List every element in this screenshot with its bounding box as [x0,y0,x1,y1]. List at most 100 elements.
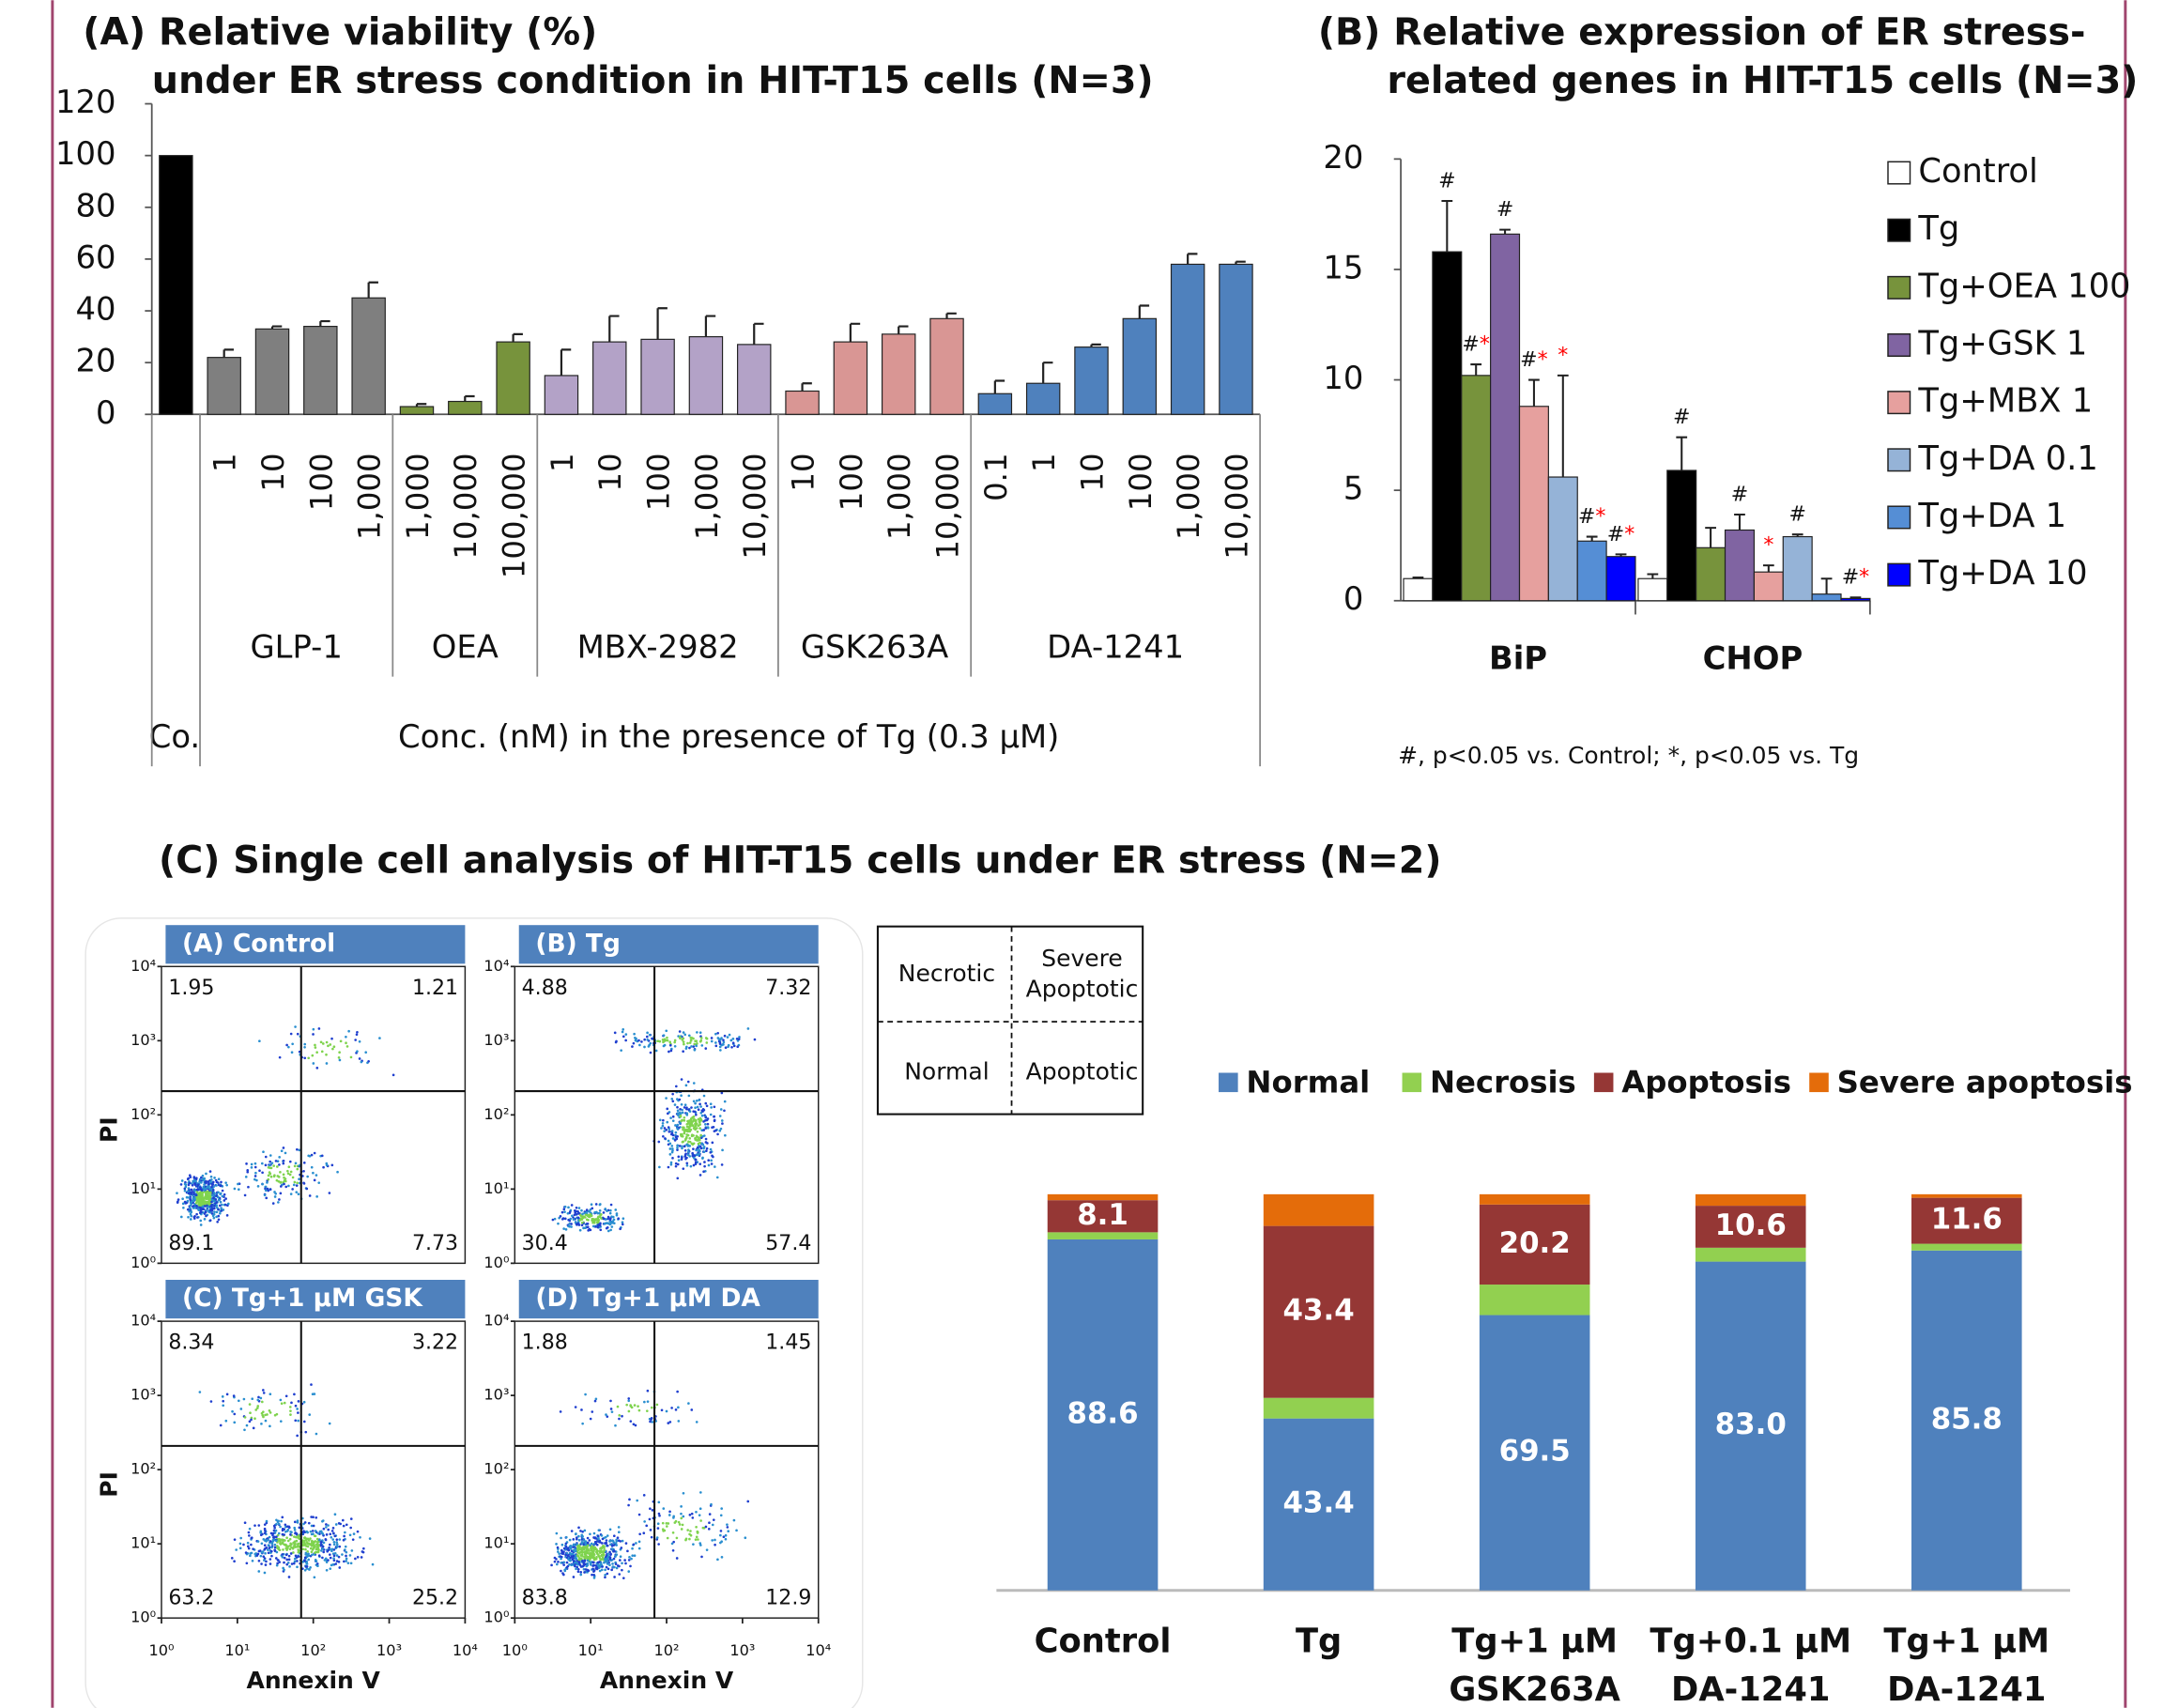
density-dot [683,1116,686,1119]
bar [1433,252,1462,601]
density-dot [685,1136,688,1139]
density-dot [627,1397,630,1400]
density-dot [721,1148,724,1151]
density-dot [664,1127,667,1130]
density-dot [661,1408,664,1411]
density-dot [326,1062,329,1065]
density-dot [345,1558,348,1561]
density-dot [275,1535,278,1538]
density-dot [629,1420,632,1423]
density-dot [616,1567,619,1570]
density-dot [615,1544,618,1546]
density-dot [597,1562,600,1564]
density-dot [569,1218,572,1221]
density-dot [688,1137,691,1140]
density-dot [304,1548,307,1551]
density-dot [618,1526,621,1529]
density-dot [274,1546,277,1549]
density-dot [677,1156,680,1159]
density-dot [276,1564,279,1567]
group-label: MBX-2982 [577,629,739,666]
density-dot [267,1190,269,1193]
plot-frame [161,966,465,1263]
density-dot [197,1208,200,1211]
density-dot [211,1199,214,1202]
density-dot [201,1189,204,1192]
density-dot [308,1568,311,1571]
density-dot [699,1031,702,1034]
density-dot [664,1137,667,1140]
density-dot [720,1108,723,1111]
error-bar [561,349,571,376]
density-dot [273,1536,276,1539]
density-dot [607,1230,610,1233]
density-dot [297,1536,299,1539]
density-dot [269,1425,271,1428]
legend-label: Tg [1917,209,1959,248]
density-dot [691,1513,694,1516]
density-dot [237,1183,239,1186]
density-dot [707,1123,710,1126]
significance-label: * [1558,344,1568,367]
density-dot [219,1212,222,1215]
density-dot [561,1211,564,1214]
density-dot [670,1145,673,1147]
density-dot [701,1157,704,1160]
density-dot [318,1554,321,1557]
density-dot [707,1159,710,1162]
density-dot [613,1558,616,1561]
density-dot [193,1217,196,1220]
density-dot [670,1407,673,1409]
density-dot [723,1041,726,1044]
quadrant-value: 1.88 [522,1331,568,1355]
density-dot [331,1048,334,1051]
density-dot [332,1532,335,1535]
footnote: #, p<0.05 vs. Control; *, p<0.05 vs. Tg [1398,742,1859,769]
density-dot [195,1213,198,1216]
density-dot [671,1130,674,1132]
error-bar [369,283,378,299]
density-dot [352,1538,355,1541]
density-dot [304,1569,307,1572]
density-dot [595,1543,598,1546]
error-bar [1705,528,1716,547]
density-dot [594,1400,597,1403]
value-label: 85.8 [1931,1402,2003,1436]
density-dot [266,1520,269,1523]
x-tick-label: 10,000 [1219,453,1254,559]
density-dot [261,1542,264,1545]
group-label: Co. [149,718,200,755]
density-dot [279,1171,282,1174]
density-dot [714,1544,716,1546]
x-tick-label: 100 [1123,453,1159,511]
density-dot [595,1203,598,1206]
density-dot [180,1216,183,1219]
density-dot [675,1165,678,1168]
density-dot [698,1143,700,1146]
value-label: 88.6 [1067,1396,1138,1430]
density-dot [338,1051,341,1054]
density-dot [262,1389,265,1392]
density-dot [274,1544,277,1546]
bar-segment [1696,1194,1806,1206]
density-dot [676,1557,679,1560]
density-dot [680,1115,683,1117]
density-dot [682,1516,684,1518]
quadrant-value: 3.22 [412,1331,458,1355]
density-dot [295,1162,298,1164]
density-dot [346,1045,349,1048]
x-tick-label: 10² [653,1641,679,1659]
legend-label: Tg+DA 0.1 [1917,439,2097,478]
density-dot [696,1100,698,1102]
density-dot [320,1531,323,1533]
density-dot [657,1501,660,1504]
density-dot [611,1410,614,1413]
density-dot [314,1576,316,1578]
density-dot [571,1204,574,1207]
density-dot [176,1201,179,1204]
x-tick-label: 10⁴ [806,1641,831,1659]
density-dot [724,1035,727,1038]
density-dot [676,1146,679,1149]
density-dot [345,1041,347,1044]
density-dot [344,1548,346,1551]
